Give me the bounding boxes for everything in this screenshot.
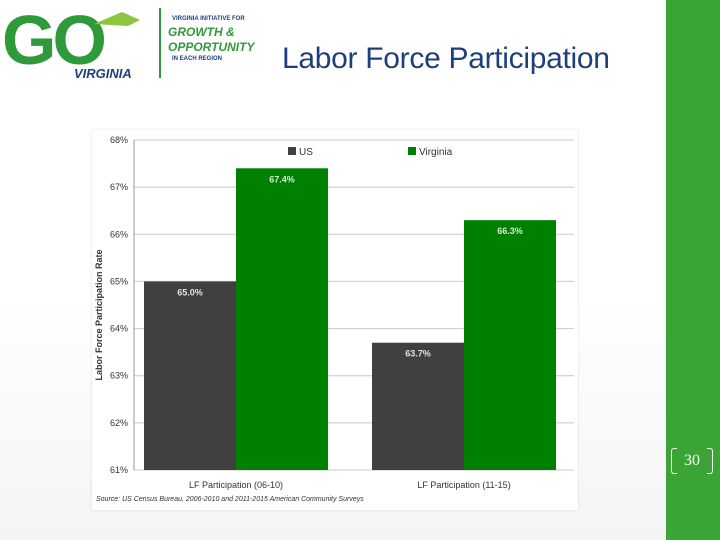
y-tick-label: 67% <box>110 182 128 192</box>
y-tick-label: 61% <box>110 465 128 475</box>
logo-arrow-icon <box>94 12 140 26</box>
bar-us-0 <box>144 281 236 470</box>
bar-virginia-0 <box>236 168 328 470</box>
data-label: 67.4% <box>269 174 295 184</box>
logo-line3: OPPORTUNITY <box>168 40 255 54</box>
logo-line2: GROWTH & <box>168 25 235 39</box>
y-axis-label: Labor Force Participation Rate <box>94 249 104 380</box>
data-label: 66.3% <box>497 226 523 236</box>
y-tick-label: 64% <box>110 324 128 334</box>
logo-line4: IN EACH REGION <box>172 56 223 62</box>
logo-state-text: VIRGINIA <box>74 66 132 81</box>
logo-mark: GO VIRGINIA <box>2 2 140 81</box>
y-tick-label: 65% <box>110 276 128 286</box>
y-tick-label: 68% <box>110 135 128 145</box>
legend-swatch-us <box>288 147 296 155</box>
data-label: 63.7% <box>405 349 431 359</box>
bar-us-1 <box>372 342 464 470</box>
legend-swatch-virginia <box>408 147 416 155</box>
y-tick-label: 66% <box>110 229 128 239</box>
logo-go-text: GO <box>2 2 104 79</box>
right-bracket-icon <box>707 448 713 474</box>
slide-title: Labor Force Participation <box>282 42 610 75</box>
chart-container: 61% 62% 63% 64% 65% 66% 67% 68% Labor Force Part… <box>92 130 578 510</box>
legend-label: Virginia <box>419 147 453 158</box>
bar-virginia-1 <box>464 220 556 470</box>
data-label: 65.0% <box>177 287 203 297</box>
x-tick-label: LF Participation (06-10) <box>189 480 283 490</box>
y-tick-label: 63% <box>110 371 128 381</box>
source-note: Source: US Census Bureau, 2006-2010 and … <box>96 496 364 503</box>
y-tick-label: 62% <box>110 418 128 428</box>
page-number-badge: 30 <box>667 448 717 474</box>
left-bracket-icon <box>671 448 677 474</box>
page-number: 30 <box>684 452 700 469</box>
x-tick-label: LF Participation (11-15) <box>417 480 510 490</box>
legend-label: US <box>299 147 313 158</box>
go-virginia-logo: GO VIRGINIA VIRGINIA INITIATIVE FOR GROW… <box>2 2 264 82</box>
logo-divider <box>159 8 161 78</box>
logo-line1: VIRGINIA INITIATIVE FOR <box>172 16 245 22</box>
bar-chart: 61% 62% 63% 64% 65% 66% 67% 68% Labor Force Part… <box>94 135 574 490</box>
